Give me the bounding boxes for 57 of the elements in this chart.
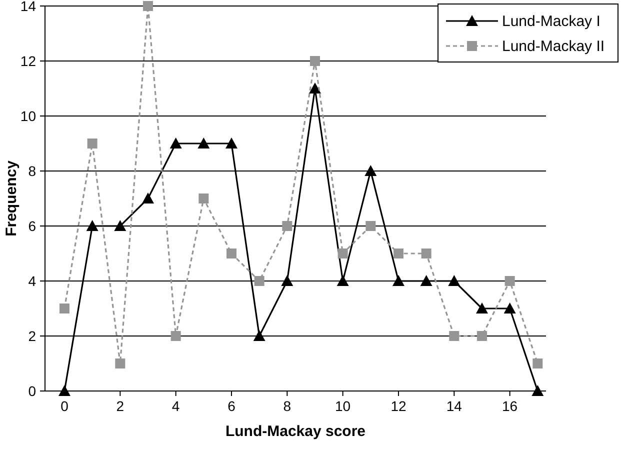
legend-label: Lund-Mackay II [502, 38, 605, 55]
x-tick-label: 14 [446, 398, 462, 414]
y-tick-label: 8 [28, 163, 36, 179]
point [198, 194, 209, 204]
point [170, 331, 181, 341]
point [225, 138, 238, 148]
y-tick-label: 12 [20, 53, 36, 69]
point [338, 248, 348, 258]
point [336, 275, 349, 286]
x-axis-title: Lund-Mackay score [225, 423, 366, 440]
point [226, 248, 236, 258]
point [114, 220, 126, 231]
y-tick-label: 14 [20, 0, 36, 14]
y-tick-label: 10 [20, 108, 36, 124]
point [448, 275, 460, 286]
point [87, 138, 98, 148]
y-tick-label: 4 [28, 273, 36, 289]
point [532, 385, 544, 396]
point [504, 276, 515, 286]
x-tick-label: 16 [502, 398, 518, 414]
x-tick-label: 4 [172, 398, 180, 414]
point [281, 275, 294, 286]
point [115, 358, 126, 368]
y-axis-title: Frequency [3, 160, 20, 236]
point [476, 331, 487, 341]
point [532, 358, 543, 368]
point [449, 331, 460, 341]
point [86, 220, 98, 231]
point [308, 82, 321, 94]
point [366, 221, 376, 231]
point [421, 248, 432, 258]
point [198, 138, 210, 148]
point [170, 138, 182, 148]
point [58, 385, 70, 396]
point [364, 165, 377, 176]
point [393, 248, 404, 258]
point [142, 192, 154, 204]
point [142, 1, 153, 11]
y-tick-label: 2 [28, 328, 36, 344]
x-tick-label: 2 [116, 398, 124, 414]
point [253, 330, 266, 341]
x-tick-label: 0 [60, 398, 69, 414]
point [504, 302, 516, 314]
legend-label: Lund-Mackay I [502, 13, 600, 30]
point [392, 275, 404, 286]
x-tick-label: 12 [390, 398, 406, 414]
point [420, 275, 432, 286]
y-tick-label: 6 [28, 218, 36, 234]
point [254, 276, 264, 286]
x-tick-label: 10 [335, 398, 351, 414]
point [476, 302, 488, 314]
point [282, 221, 292, 231]
x-tick-label: 6 [228, 398, 236, 414]
point [59, 304, 70, 314]
point [310, 56, 320, 66]
y-tick-label: 0 [28, 383, 36, 399]
x-tick-label: 8 [283, 398, 292, 414]
